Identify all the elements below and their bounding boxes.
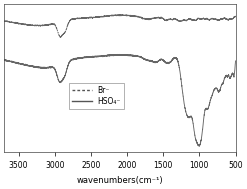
Legend: Br⁻, HSO₄⁻: Br⁻, HSO₄⁻ bbox=[69, 83, 124, 109]
X-axis label: wavenumbers(cm⁻¹): wavenumbers(cm⁻¹) bbox=[77, 176, 163, 185]
